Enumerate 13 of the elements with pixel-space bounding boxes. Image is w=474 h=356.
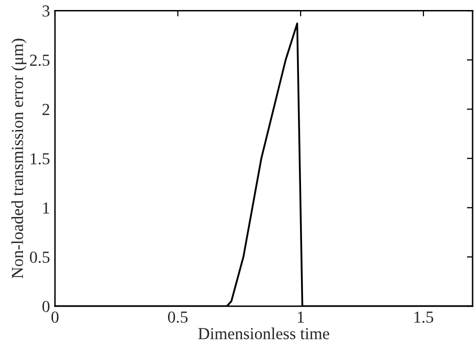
y-tick-label: 3	[42, 5, 50, 17]
y-tick-label: 1.5	[30, 153, 50, 164]
y-tick-label: 1	[43, 202, 50, 214]
y-tick-label: 0	[42, 300, 50, 312]
x-axis-title: Dimensionless time	[198, 328, 330, 340]
x-tick-label: 1.5	[414, 312, 434, 323]
y-axis-title: Non-loaded transmission error (μm)	[11, 38, 27, 278]
x-tick-label: 0	[51, 312, 59, 323]
y-tick-label: 0.5	[30, 252, 50, 263]
x-tick-label: 1	[298, 312, 304, 323]
y-tick-label: 2	[42, 104, 50, 115]
x-tick-label: 0.5	[168, 312, 188, 323]
y-tick-label: 2.5	[30, 54, 50, 66]
